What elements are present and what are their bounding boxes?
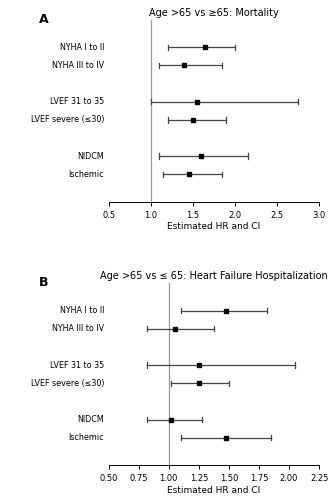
Text: NIDCM: NIDCM — [78, 415, 104, 424]
Text: NYHA III to IV: NYHA III to IV — [52, 61, 104, 70]
X-axis label: Estimated HR and CI: Estimated HR and CI — [167, 222, 261, 232]
Text: NIDCM: NIDCM — [78, 152, 104, 160]
Text: LVEF severe (≤30): LVEF severe (≤30) — [31, 116, 104, 124]
X-axis label: Estimated HR and CI: Estimated HR and CI — [167, 486, 261, 495]
Text: Ischemic: Ischemic — [69, 170, 104, 179]
Text: LVEF 31 to 35: LVEF 31 to 35 — [50, 360, 104, 370]
Text: LVEF severe (≤30): LVEF severe (≤30) — [31, 379, 104, 388]
Text: B: B — [39, 276, 49, 289]
Text: LVEF 31 to 35: LVEF 31 to 35 — [50, 97, 104, 106]
Text: NYHA III to IV: NYHA III to IV — [52, 324, 104, 334]
Text: Ischemic: Ischemic — [69, 434, 104, 442]
Text: NYHA I to II: NYHA I to II — [60, 42, 104, 51]
Text: NYHA I to II: NYHA I to II — [60, 306, 104, 315]
Title: Age >65 vs ≤ 65: Heart Failure Hospitalization: Age >65 vs ≤ 65: Heart Failure Hospitali… — [100, 271, 328, 281]
Title: Age >65 vs ≥65: Mortality: Age >65 vs ≥65: Mortality — [149, 8, 279, 18]
Text: A: A — [39, 12, 49, 26]
